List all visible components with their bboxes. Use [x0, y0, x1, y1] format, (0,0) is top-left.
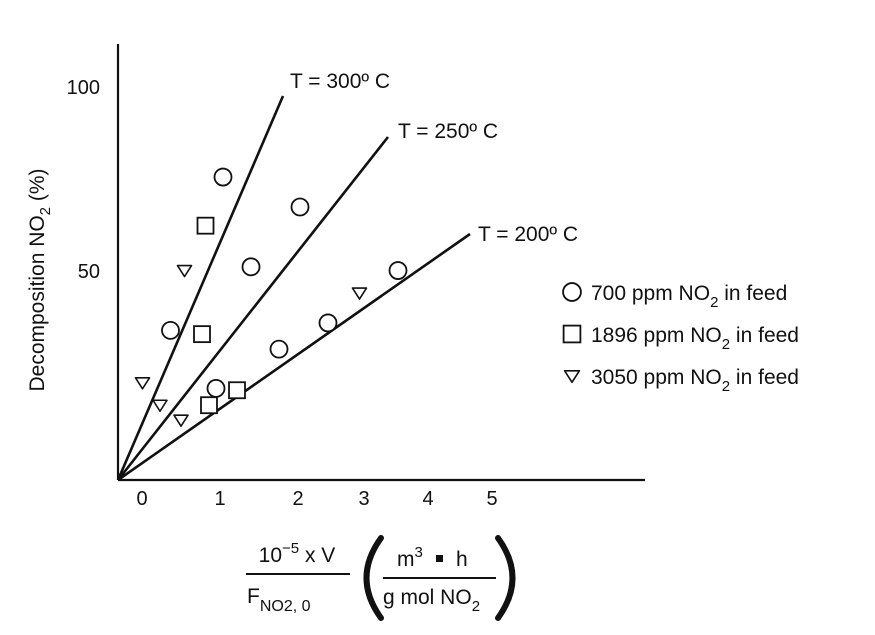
- x-den-sub: NO2, 0: [260, 598, 311, 615]
- circle-marker: [562, 282, 582, 302]
- triangle-marker: [563, 370, 581, 384]
- triangle-marker: [134, 377, 151, 390]
- y-tick-label: 100: [67, 77, 100, 99]
- triangle-marker: [173, 414, 189, 428]
- y-axis-label-tail: (%): [26, 168, 49, 207]
- legend-label: 1896 ppm NO2 in feed: [591, 324, 799, 353]
- legend-label-text: 700 ppm NO: [591, 282, 710, 305]
- x-num-tail: x V: [299, 544, 335, 567]
- series-label: T = 250º C: [398, 120, 498, 143]
- circle-marker: [213, 167, 233, 187]
- y-axis-label: Decomposition NO2 (%): [26, 168, 54, 391]
- unit-num-base: m: [397, 548, 415, 571]
- x-tick-label: 0: [136, 488, 147, 510]
- x-num-sup: −5: [282, 540, 299, 557]
- series-labels: T = 300º C T = 250º C T = 200º C: [290, 70, 578, 246]
- fit-line: [116, 95, 285, 481]
- y-tick-label: 50: [78, 261, 100, 283]
- tick-labels: 0 1 2 3 4 5 50 100: [67, 77, 498, 510]
- series-label: T = 200º C: [478, 223, 578, 246]
- legend-label: 700 ppm NO2 in feed: [591, 282, 787, 311]
- square-marker: [200, 396, 218, 415]
- axes: [116, 44, 645, 482]
- y-axis-label-sub: 2: [37, 207, 54, 215]
- legend-label-sub: 2: [710, 294, 718, 311]
- x-label-numerator: 10−5 x V: [259, 540, 336, 567]
- fit-lines: [116, 95, 471, 482]
- circle-marker: [290, 197, 310, 217]
- legend-label-tail: in feed: [730, 366, 799, 389]
- unit-numerator: m3: [397, 544, 423, 571]
- x-axis-label: 10−5 x V FNO2, 0 m3 h g mol NO2: [246, 535, 516, 621]
- unit-den-sub: 2: [472, 598, 480, 615]
- fit-line: [116, 136, 390, 481]
- legend-label-tail: in feed: [730, 324, 799, 347]
- data-points: [134, 167, 408, 428]
- triangle-marker: [351, 287, 368, 300]
- circle-marker: [241, 257, 261, 277]
- y-axis-label-text: Decomposition NO: [26, 215, 49, 391]
- circle-marker: [269, 339, 289, 359]
- series-label: T = 300º C: [290, 70, 390, 93]
- fit-line: [117, 232, 471, 482]
- circle-marker: [206, 378, 226, 398]
- x-tick-label: 3: [358, 488, 369, 510]
- x-tick-label: 4: [422, 488, 433, 510]
- right-paren: [495, 535, 516, 621]
- legend-label-text: 1896 ppm NO: [591, 324, 722, 347]
- multiply-dot: [436, 555, 443, 562]
- unit-num-sup: 3: [415, 544, 423, 561]
- x-den-base: F: [247, 585, 260, 608]
- square-marker: [228, 381, 246, 400]
- x-num-base: 10: [259, 544, 282, 567]
- square-marker: [196, 216, 215, 235]
- x-label-denominator: FNO2, 0: [247, 585, 311, 615]
- x-tick-label: 5: [486, 488, 497, 510]
- unit-denominator: g mol NO2: [383, 586, 480, 615]
- legend-label-tail: in feed: [718, 282, 787, 305]
- square-marker: [562, 324, 582, 344]
- circle-marker: [388, 261, 408, 280]
- legend-label-sub: 2: [722, 378, 730, 395]
- unit-num-tail: h: [456, 548, 468, 571]
- x-tick-label: 1: [214, 488, 225, 510]
- circle-marker: [161, 320, 180, 340]
- square-marker: [193, 325, 211, 344]
- triangle-marker: [176, 264, 193, 278]
- unit-den-text: g mol NO: [383, 586, 472, 609]
- circle-marker: [318, 313, 338, 333]
- legend-label-text: 3050 ppm NO: [591, 366, 722, 389]
- legend-label-sub: 2: [722, 336, 730, 353]
- triangle-marker: [152, 399, 168, 413]
- left-paren: [363, 535, 384, 621]
- legend-label: 3050 ppm NO2 in feed: [591, 366, 799, 395]
- x-tick-label: 2: [292, 488, 303, 510]
